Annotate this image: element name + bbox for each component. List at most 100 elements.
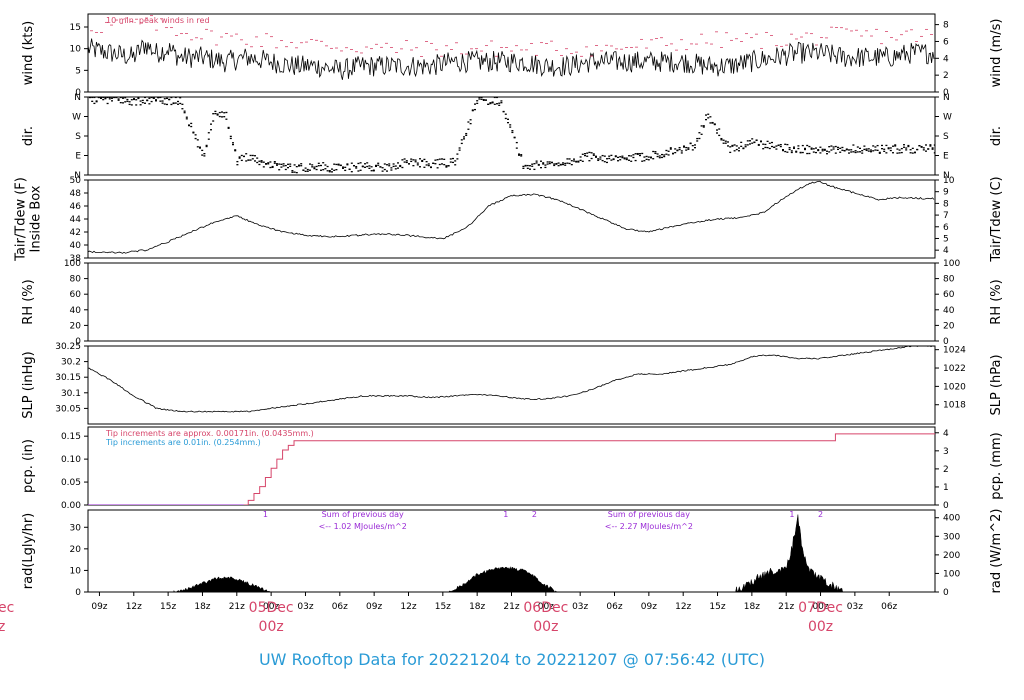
radiation-note: <-- 2.27 MJoules/m^2 [605, 522, 693, 531]
y-axis-title-right: RH (%) [989, 279, 1004, 324]
day-label-date: 06Dec [523, 600, 568, 616]
x-tick-label: 06z [606, 602, 622, 612]
y-tick-label: 0 [75, 337, 81, 347]
y-right-tick-label: 4 [943, 54, 949, 64]
x-tick-label: 15z [435, 602, 451, 612]
y-right-tick-label: 9 [943, 188, 949, 198]
y-right-tick-label: 60 [943, 290, 955, 300]
radiation-day-2 [448, 565, 558, 592]
x-tick-label: 18z [744, 602, 760, 612]
x-tick-label: 06z [881, 602, 897, 612]
x-tick-label: 21z [503, 602, 519, 612]
panel-frame [87, 96, 936, 176]
y-tick-label: 0.00 [61, 501, 81, 511]
day-label-time: 00z [808, 619, 833, 635]
y-right-tick-label: N [943, 171, 950, 181]
day-label-cut-date: ec [0, 600, 14, 616]
y-right-tick-label: 20 [943, 321, 955, 331]
y-right-tick-label: 2 [943, 71, 949, 81]
radiation-note: 1 [263, 510, 268, 519]
day-label-time: 00z [259, 619, 284, 635]
panel-2: 38 40 42 44 46 48 50 4 56 7 89 10 Tair/Tdew (F) Insid… [14, 176, 1005, 264]
y-right-tick-label: 8 [943, 199, 949, 209]
y-tick-label: 40 [70, 241, 82, 251]
panel-plot-area [88, 346, 935, 413]
x-tick-label: 09z [91, 602, 107, 612]
y-right-tick-label: 100 [943, 259, 960, 269]
x-tick-label: 06z [332, 602, 348, 612]
series-line [88, 180, 935, 254]
x-tick-label: 12z [675, 602, 691, 612]
x-tick-label: 03z [847, 602, 863, 612]
y-right-tick-label: 6 [943, 37, 949, 47]
radiation-note: Sum of previous day [322, 510, 404, 519]
y-tick-label: 20 [70, 321, 82, 331]
y-right-tick-label: 1018 [943, 401, 966, 411]
y-tick-label: 80 [70, 275, 82, 285]
panel-3: 0 20 40 60 80 100 0 20 40 60 80 100 RH (%) RH (%) [21, 259, 1004, 347]
radiation-note: Sum of previous day [608, 510, 690, 519]
x-tick-label: 03z [297, 602, 313, 612]
y-right-tick-label: 80 [943, 275, 955, 285]
peak-wind-note: 10 min. peak winds in red [106, 16, 210, 25]
panel-plot-area [89, 97, 935, 174]
panel-frame [87, 179, 936, 259]
radiation-day-3 [734, 514, 844, 592]
y-axis-title-right: pcp. (mm) [989, 432, 1004, 499]
y-right-tick-label: 0 [943, 337, 949, 347]
y-tick-label: 42 [70, 228, 81, 238]
day-label-time: 00z [533, 619, 558, 635]
y-tick-label: 30.25 [55, 342, 81, 352]
precip-red-series [88, 433, 935, 505]
y-right-tick-label: 6 [943, 223, 949, 233]
radiation-note: 1 [503, 510, 508, 519]
y-axis-title-right: dir. [989, 126, 1004, 146]
y-axis-title-right: wind (m/s) [989, 19, 1004, 88]
y-right-tick-label: 0 [943, 588, 949, 598]
y-tick-label: 30.2 [61, 358, 81, 368]
x-tick-label: 15z [709, 602, 725, 612]
y-tick-label: 0.10 [61, 455, 81, 465]
y-right-tick-label: 100 [943, 569, 960, 579]
radiation-day-1 [173, 576, 272, 592]
y-tick-label: 46 [70, 202, 82, 212]
y-tick-label: 0.15 [61, 432, 81, 442]
y-tick-label: 38 [70, 254, 82, 264]
y-tick-label: 20 [70, 545, 82, 555]
wind-series [88, 38, 935, 80]
day-label-date: 05Dec [249, 600, 294, 616]
y-right-tick-label: 4 [943, 246, 949, 256]
y-axis-title: SLP (inHg) [21, 351, 36, 419]
x-tick-label: 09z [641, 602, 657, 612]
panel-frame [87, 345, 936, 425]
y-right-tick-label: 300 [943, 532, 960, 542]
y-right-tick-label: 4 [943, 429, 949, 439]
day-label-date: 07Dec [798, 600, 843, 616]
x-tick-label: 00z [812, 602, 828, 612]
x-tick-label: 21z [778, 602, 794, 612]
y-axis-title: RH (%) [21, 279, 36, 324]
x-tick-label: 18z [194, 602, 210, 612]
y-tick-label: 44 [70, 215, 82, 225]
panel-plot-area [88, 180, 935, 254]
y-tick-label: 15 [70, 23, 81, 33]
day-label-cut-time: z [0, 619, 5, 635]
x-tick-label: 18z [469, 602, 485, 612]
y-tick-label: 48 [70, 189, 82, 199]
y-tick-label: 100 [64, 259, 81, 269]
panel-plot-area [173, 514, 844, 592]
y-tick-label: S [75, 132, 81, 142]
radiation-note: 2 [532, 510, 537, 519]
radiation-note: 2 [818, 510, 823, 519]
y-right-tick-label: 10 [943, 176, 955, 186]
y-right-tick-label: 8 [943, 21, 949, 31]
panel-frame [87, 13, 936, 93]
y-right-tick-label: E [943, 152, 949, 162]
x-tick-label: 12z [126, 602, 142, 612]
y-tick-label: 40 [70, 306, 82, 316]
panel-4: 30.05 30.1 30.15 30.2 30.25 1018 1020 1022 1024 S… [21, 342, 1004, 425]
y-tick-label: N [74, 93, 81, 103]
